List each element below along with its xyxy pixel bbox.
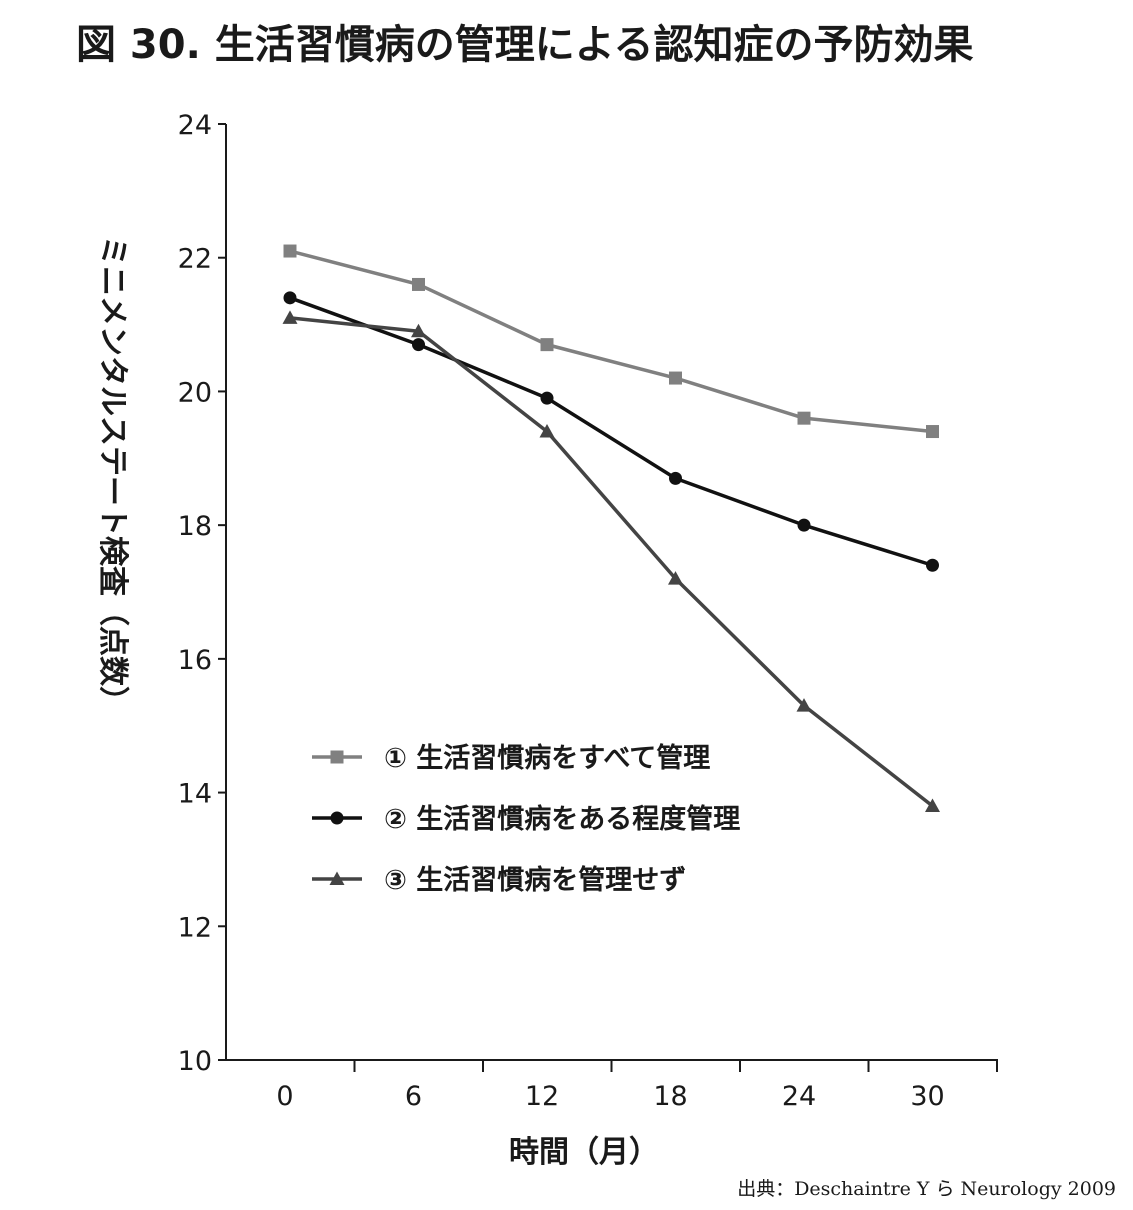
series-1-point [540, 338, 554, 352]
series-3-point [668, 571, 683, 585]
y-tick-label: 16 [178, 645, 212, 676]
series-1-point [926, 425, 939, 439]
series-2 [283, 291, 939, 572]
x-tick-label: 18 [653, 1081, 687, 1112]
legend-item-1: ① 生活習慣病をすべて管理 [312, 743, 710, 774]
series-2-point [669, 471, 682, 485]
series-1 [283, 244, 939, 439]
series-2-point [283, 291, 297, 305]
y-tick-label: 20 [178, 377, 212, 408]
legend-item-3: ③ 生活習慣病を管理せず [312, 865, 686, 896]
x-tick-label: 24 [782, 1081, 816, 1112]
y-tick-label: 24 [178, 110, 212, 141]
series-2-point [797, 518, 811, 532]
legend-swatch-marker [330, 750, 344, 764]
legend-swatch-marker [330, 811, 344, 825]
series-3-line [289, 316, 934, 808]
x-tick-label: 6 [405, 1081, 422, 1112]
series-layer [282, 244, 940, 812]
y-tick-label: 22 [178, 244, 212, 275]
series-3-point [282, 310, 298, 324]
series-2-point [412, 338, 425, 352]
series-3-point [539, 424, 555, 438]
series-1-point [283, 244, 297, 258]
x-tick-label: 0 [276, 1081, 293, 1112]
y-tick-label: 12 [178, 912, 212, 943]
x-tick-label: 30 [910, 1081, 944, 1112]
y-tick-label: 14 [178, 779, 212, 810]
series-2-point [540, 391, 554, 405]
x-tick-label: 12 [525, 1081, 559, 1112]
series-1-point [412, 277, 425, 291]
series-1-point [797, 411, 811, 425]
y-tick-label: 18 [178, 511, 212, 542]
series-1-point [669, 371, 682, 385]
legend-label: ② 生活習慣病をある程度管理 [384, 803, 740, 835]
legend-item-2: ② 生活習慣病をある程度管理 [312, 803, 740, 835]
source-note: 出典：Deschaintre Y ら Neurology 2009 [737, 1178, 1116, 1200]
series-3-point [925, 798, 940, 812]
series-3 [282, 310, 940, 812]
series-2-line [289, 296, 934, 567]
y-axis-title: ミニメンタルステート検査（点数） [95, 236, 130, 716]
y-axis-ticks: 10 12 14 16 18 20 22 24 [178, 110, 226, 1077]
series-3-point [411, 323, 426, 338]
legend-label: ① 生活習慣病をすべて管理 [384, 743, 710, 774]
x-axis-title: 時間（月） [509, 1135, 659, 1170]
legend-swatch-marker [329, 871, 345, 885]
legend: ① 生活習慣病をすべて管理 ② 生活習慣病をある程度管理 ③ 生活習慣病を管理せず [312, 743, 740, 896]
series-2-point [926, 558, 939, 572]
chart-title: 図 30. 生活習慣病の管理による認知症の予防効果 [76, 22, 974, 68]
legend-label: ③ 生活習慣病を管理せず [384, 865, 686, 896]
series-3-point [796, 698, 812, 712]
series-1-line [289, 249, 933, 434]
y-tick-label: 10 [178, 1046, 212, 1077]
x-axis-ticks: 0 6 12 18 24 30 [276, 1060, 998, 1112]
